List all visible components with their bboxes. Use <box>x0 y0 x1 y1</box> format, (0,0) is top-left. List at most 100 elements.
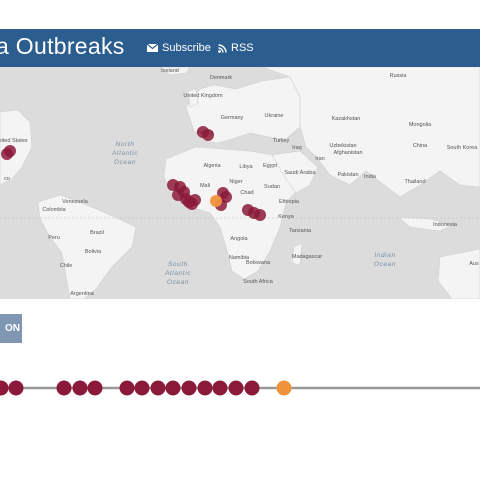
country-label: Bolivia <box>85 249 102 255</box>
page-title: a Outbreaks <box>0 33 125 59</box>
timeline-event[interactable] <box>165 380 181 396</box>
rss-icon <box>218 43 227 53</box>
svg-text:Ocean: Ocean <box>374 261 396 268</box>
country-label: Indonesia <box>433 222 458 228</box>
country-label: Iceland <box>161 68 179 74</box>
country-label: Tanzania <box>289 228 312 234</box>
country-label: Kazakhstan <box>332 116 361 122</box>
svg-text:Indian: Indian <box>374 252 395 259</box>
land-europe <box>185 76 301 144</box>
country-label: United Kingdom <box>183 93 223 99</box>
country-label: Namibia <box>229 255 250 261</box>
svg-text:Atlantic: Atlantic <box>164 270 191 277</box>
ocean-label-north-atlantic: North Atlantic Ocean <box>111 141 138 166</box>
land-asia <box>261 67 480 198</box>
country-label: Brazil <box>90 230 104 236</box>
country-label: Pakistan <box>337 172 358 178</box>
timeline-event[interactable] <box>0 380 9 396</box>
timeline-event[interactable] <box>181 380 197 396</box>
timeline-event[interactable] <box>134 380 150 396</box>
land-masses <box>0 67 480 299</box>
land-iceland <box>159 67 191 76</box>
map-canvas: North Atlantic Ocean South Atlantic Ocea… <box>0 67 480 299</box>
country-label: Angola <box>230 236 248 242</box>
country-label: Germany <box>221 115 244 121</box>
land-arabia <box>271 150 319 194</box>
timeline-event[interactable] <box>244 380 260 396</box>
envelope-icon <box>147 44 158 52</box>
ocean-label-south-atlantic: South Atlantic Ocean <box>164 261 191 286</box>
country-labels: Iceland Russia Denmark United Kingdom German… <box>0 68 479 297</box>
outbreak-marker-current[interactable] <box>210 195 222 207</box>
country-label: Ethiopia <box>279 199 300 205</box>
land-uk <box>187 88 199 108</box>
timeline-event[interactable] <box>119 380 135 396</box>
rss-label: RSS <box>231 42 254 54</box>
country-label: Denmark <box>210 75 233 81</box>
timeline-event[interactable] <box>8 380 24 396</box>
rss-link[interactable]: RSS <box>218 42 254 54</box>
country-label: Afghanistan <box>333 150 362 156</box>
timeline-event[interactable] <box>150 380 166 396</box>
timeline-event[interactable] <box>197 380 213 396</box>
country-label: Chad <box>240 190 253 196</box>
country-label: Uzbekistan <box>329 143 356 149</box>
svg-text:South: South <box>168 261 188 268</box>
country-label: Ukraine <box>265 113 284 119</box>
country-label: Algeria <box>203 163 221 169</box>
outbreak-markers[interactable] <box>1 126 266 221</box>
country-label: Peru <box>48 235 60 241</box>
timeline-event[interactable] <box>228 380 244 396</box>
country-label: Chile <box>60 263 73 269</box>
timeline-event[interactable] <box>212 380 228 396</box>
svg-text:Atlantic: Atlantic <box>111 150 138 157</box>
land-north-america <box>0 109 33 186</box>
world-map[interactable]: North Atlantic Ocean South Atlantic Ocea… <box>0 67 480 299</box>
country-label: co <box>4 176 10 182</box>
header-bar: a Outbreaks Subscribe RSS <box>0 29 480 67</box>
country-label: Colombia <box>42 207 66 213</box>
country-label: Iran <box>315 156 324 162</box>
country-label: Turkey <box>273 138 290 144</box>
land-indonesia <box>397 216 453 232</box>
subscribe-link[interactable]: Subscribe <box>147 42 211 54</box>
country-label: India <box>364 174 377 180</box>
svg-text:Ocean: Ocean <box>167 279 189 286</box>
country-label: South Africa <box>243 279 274 285</box>
country-label: Russia <box>390 73 408 79</box>
outbreak-marker[interactable] <box>172 189 184 201</box>
country-label: Kenya <box>278 214 295 220</box>
country-label: China <box>413 143 428 149</box>
subscribe-label: Subscribe <box>162 42 211 54</box>
country-label: Venezuela <box>62 199 89 205</box>
country-label: Argentina <box>70 291 94 297</box>
country-label: Iraq <box>292 145 301 151</box>
country-label: Sudan <box>264 184 280 190</box>
svg-text:Ocean: Ocean <box>114 159 136 166</box>
play-button[interactable]: ON <box>0 314 22 343</box>
country-label: Mali <box>200 183 210 189</box>
timeline-event[interactable] <box>72 380 88 396</box>
country-label: South Korea <box>447 145 479 151</box>
country-label: Madagascar <box>292 254 322 260</box>
timeline[interactable] <box>0 372 480 404</box>
svg-text:North: North <box>116 141 135 148</box>
outbreak-marker[interactable] <box>189 194 201 206</box>
land-south-america <box>37 194 137 299</box>
land-australia <box>437 248 480 299</box>
outbreak-marker[interactable] <box>1 148 13 160</box>
country-label: Mongolia <box>409 122 432 128</box>
country-label: Aus <box>469 261 479 267</box>
country-label: Thailand <box>404 179 425 185</box>
outbreak-marker[interactable] <box>202 129 214 141</box>
timeline-event-current[interactable] <box>276 380 292 396</box>
country-label: Saudi Arabia <box>284 170 316 176</box>
timeline-event[interactable] <box>87 380 103 396</box>
country-label: Libya <box>239 164 253 170</box>
outbreak-marker[interactable] <box>254 209 266 221</box>
country-label: Egypt <box>263 163 278 169</box>
timeline-events[interactable] <box>0 380 292 396</box>
country-label: nited States <box>0 138 28 144</box>
country-label: Botswana <box>246 260 271 266</box>
timeline-event[interactable] <box>56 380 72 396</box>
